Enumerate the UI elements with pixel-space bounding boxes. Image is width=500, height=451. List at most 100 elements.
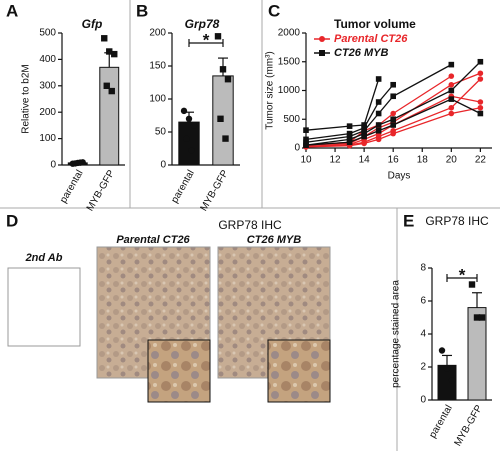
data-point [477, 58, 484, 65]
panel-letter: A [6, 1, 18, 20]
data-point [438, 347, 446, 354]
data-point [190, 122, 198, 129]
x-tick-label: 12 [330, 155, 342, 166]
data-point [390, 93, 396, 100]
y-tick-label: 8 [420, 263, 426, 274]
y-tick-label: 6 [420, 296, 426, 307]
data-point [224, 76, 232, 83]
data-point [477, 110, 484, 117]
chart-title: Grp78 [185, 17, 220, 31]
data-point [361, 125, 367, 131]
inset [267, 339, 331, 403]
image-label: CT26 MYB [247, 234, 301, 246]
data-point [448, 110, 455, 117]
y-tick-label: 1500 [278, 56, 301, 67]
data-point [375, 127, 382, 134]
x-tick-label: 22 [475, 155, 487, 166]
data-point [448, 73, 455, 79]
y-tick-label: 200 [149, 28, 166, 39]
chart-title: Gfp [82, 17, 103, 31]
data-point [361, 140, 367, 147]
inset [147, 339, 211, 403]
data-point [106, 48, 113, 55]
x-tick-label: MYB-GFP [453, 403, 485, 448]
significance-label: * [459, 265, 466, 284]
chart-title: GRP78 IHC [425, 214, 489, 228]
panel-letter: D [6, 211, 18, 230]
data-point [77, 159, 84, 166]
data-point [477, 76, 484, 82]
x-tick-label: parental [427, 403, 455, 440]
y-tick-label: 500 [39, 28, 56, 39]
legend-title: Tumor volume [334, 17, 416, 31]
data-point [361, 127, 367, 134]
image-label: Parental CT26 [116, 234, 190, 246]
legend-marker [319, 50, 325, 56]
data-point [346, 133, 353, 140]
data-point [390, 130, 396, 137]
x-tick-label: 20 [446, 155, 458, 166]
data-point [219, 66, 227, 73]
data-point [101, 35, 108, 42]
data-point [361, 122, 367, 128]
data-point [477, 70, 484, 77]
bar [178, 121, 200, 166]
data-point [303, 136, 309, 143]
data-point [390, 81, 396, 88]
panel-letter: E [403, 211, 414, 230]
legend-label: Parental CT26 [334, 33, 408, 45]
data-point [375, 99, 382, 105]
data-point [390, 110, 396, 117]
frame [7, 267, 81, 347]
y-tick-label: 4 [420, 329, 426, 340]
data-point [111, 50, 118, 58]
x-tick-label: 16 [388, 155, 400, 166]
data-point [390, 122, 396, 128]
data-point [375, 122, 382, 128]
y-axis-label: percentage stained area [391, 280, 402, 388]
data-point [183, 135, 190, 142]
data-point [477, 104, 484, 111]
data-point [448, 81, 455, 88]
y-tick-label: 2000 [278, 28, 301, 39]
data-point [346, 139, 353, 146]
y-axis-label: Relative to b2M [21, 64, 32, 133]
data-point [473, 314, 481, 321]
x-axis-label: Days [388, 171, 411, 182]
y-tick-label: 2 [420, 362, 426, 373]
data-point [478, 314, 486, 321]
data-point [222, 135, 229, 142]
tumor-line [305, 78, 380, 131]
data-point [303, 139, 309, 146]
y-tick-label: 1000 [278, 85, 301, 96]
data-point [468, 281, 476, 288]
legend-marker [319, 36, 325, 42]
data-point [214, 33, 222, 40]
significance-label: * [203, 30, 210, 49]
data-point [448, 61, 455, 68]
data-point [448, 377, 456, 384]
bar [467, 307, 487, 401]
data-point [477, 99, 484, 105]
data-point [375, 110, 382, 117]
y-tick-label: 400 [39, 54, 56, 65]
data-point [375, 76, 382, 82]
data-point [108, 87, 115, 95]
data-point [448, 87, 455, 94]
data-point [361, 133, 367, 140]
data-point [72, 160, 79, 167]
y-tick-label: 0 [160, 160, 166, 171]
y-tick-label: 100 [39, 133, 56, 144]
y-tick-label: 0 [420, 395, 426, 406]
micrograph [7, 267, 81, 347]
y-tick-label: 0 [50, 160, 56, 171]
data-point [390, 116, 396, 123]
x-tick-label: 18 [417, 155, 429, 166]
data-point [217, 115, 224, 122]
y-tick-label: 200 [39, 107, 56, 118]
x-tick-label: MYB-GFP [199, 168, 231, 213]
data-point [303, 127, 309, 133]
x-tick-label: 10 [300, 155, 312, 166]
y-tick-label: 0 [294, 143, 300, 154]
